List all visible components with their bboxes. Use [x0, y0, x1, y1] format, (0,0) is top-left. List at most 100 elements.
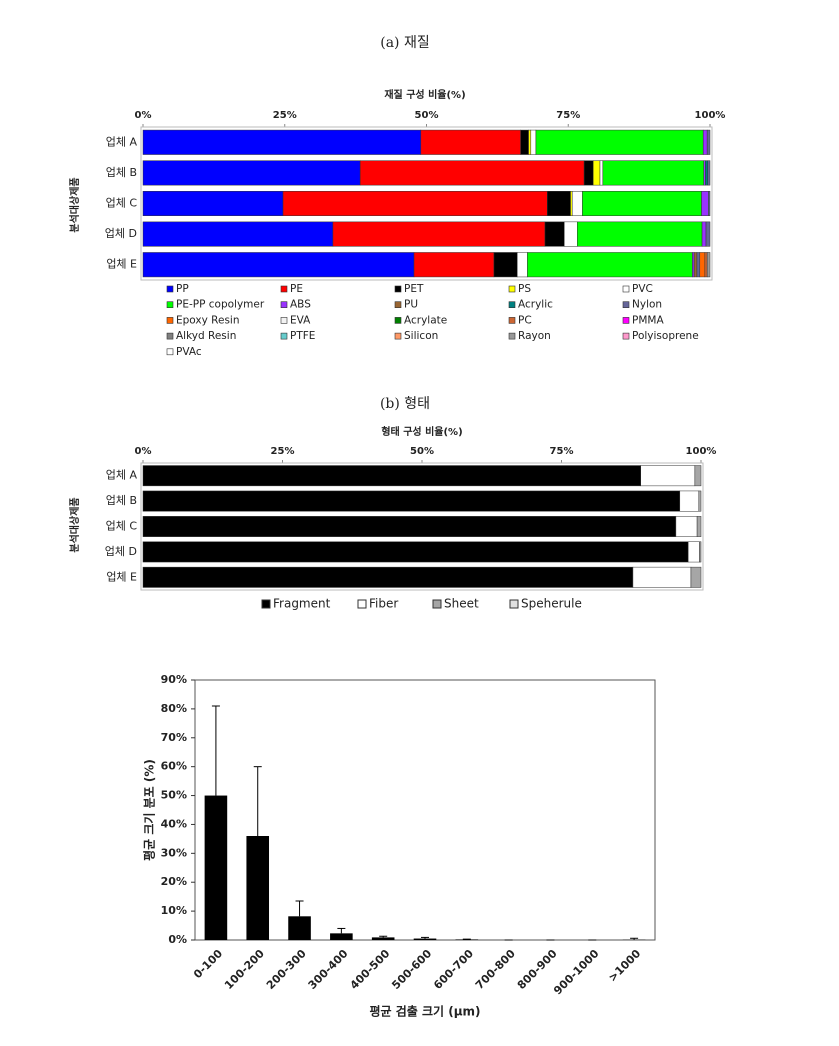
legend-swatch — [509, 599, 519, 609]
legend-swatch — [357, 599, 367, 609]
x-tick-label: 200-300 — [264, 947, 309, 992]
legend-swatch — [166, 285, 174, 293]
legend-label: PE — [290, 283, 303, 295]
legend-label: Acrylic — [518, 299, 553, 311]
bar-segment — [705, 221, 711, 247]
bar-segment — [527, 252, 693, 278]
bar-segment — [706, 129, 711, 155]
bar-segment — [528, 129, 532, 155]
bar-segment — [571, 191, 583, 216]
bar-segment — [707, 160, 711, 186]
bar-segment — [564, 221, 578, 247]
y-tick-label: 업체 D — [105, 227, 137, 240]
bar-segment — [413, 252, 495, 278]
bar-segment — [640, 465, 696, 487]
bar-segment — [679, 490, 700, 512]
y-tick-label: 20% — [161, 875, 187, 888]
x-tick-label: 0-100 — [191, 947, 225, 981]
plot-frame — [140, 462, 704, 591]
legend-label: PC — [518, 314, 532, 326]
legend-swatch — [508, 317, 516, 324]
bar-segment — [142, 541, 689, 563]
legend-swatch — [508, 301, 516, 309]
y-tick-label: 업체 C — [106, 520, 138, 533]
bar — [246, 836, 270, 940]
bar-segment — [690, 566, 702, 588]
bar-segment — [702, 129, 708, 155]
bar-segment — [142, 490, 681, 512]
bar-segment — [530, 129, 537, 155]
legend-label: Acrylate — [404, 314, 447, 326]
bar — [371, 937, 395, 940]
legend-label: PVAc — [176, 346, 202, 358]
bar-segment — [693, 252, 698, 278]
bar-segment — [699, 252, 706, 278]
bar-segment — [599, 160, 604, 186]
legend-swatch — [280, 317, 288, 324]
bar-segment — [701, 191, 709, 216]
legend-swatch — [508, 332, 516, 340]
bar-segment — [708, 191, 711, 216]
legend-label: PS — [518, 283, 531, 295]
legend-label: PE-PP copolymer — [176, 299, 265, 311]
legend-label: ABS — [290, 299, 311, 311]
legend-label: Nylon — [632, 299, 662, 311]
bar-segment — [705, 160, 708, 186]
bar — [204, 795, 228, 940]
x-tick-label: 25% — [273, 110, 297, 121]
x-tick-label: 300-400 — [306, 947, 351, 992]
y-tick-label: 90% — [161, 673, 187, 686]
x-tick-label: 500-600 — [389, 947, 434, 992]
legend-label: PVC — [632, 283, 653, 295]
legend-label: EVA — [290, 314, 311, 326]
y-tick-label: 업체 D — [105, 545, 137, 558]
bar-segment — [687, 541, 700, 563]
chart-title: 재질 구성 비율(%) — [384, 88, 465, 101]
bar-segment — [535, 129, 704, 155]
bar-segment — [420, 129, 521, 155]
bar-segment — [570, 191, 573, 216]
x-tick-label: 75% — [550, 446, 574, 457]
bar-segment — [696, 516, 702, 537]
legend-label: Polyisoprene — [632, 330, 699, 342]
legend-swatch — [280, 301, 288, 309]
legend-label: Speherule — [521, 597, 582, 611]
bar-segment — [583, 160, 594, 186]
bar-segment — [359, 160, 585, 186]
x-tick-label: 100-200 — [222, 947, 267, 992]
bar-segment — [142, 252, 415, 278]
x-tick-label: 50% — [415, 110, 439, 121]
y-tick-label: 0% — [168, 933, 187, 946]
y-tick-label: 업체 B — [106, 494, 137, 507]
x-tick-label: 700-800 — [473, 947, 518, 992]
bar-segment — [694, 465, 702, 487]
bar-segment — [582, 191, 702, 216]
legend-label: Fragment — [273, 597, 331, 611]
bar-segment — [701, 221, 707, 247]
legend-swatch — [622, 332, 630, 340]
legend-label: PTFE — [290, 330, 315, 342]
x-tick-label: 0% — [135, 110, 152, 121]
x-tick-label: 400-500 — [348, 947, 393, 992]
bar-segment — [142, 221, 334, 247]
y-tick-label: 업체 B — [106, 166, 137, 179]
x-tick-label: 25% — [271, 446, 295, 457]
legend-swatch — [166, 332, 174, 340]
legend-label: Epoxy Resin — [176, 314, 240, 326]
bar-segment — [632, 566, 692, 588]
plot-frame — [140, 126, 713, 281]
legend-label: PU — [404, 299, 418, 311]
legend-swatch — [280, 332, 288, 340]
y-axis-label: 평균 크기 분포 (%) — [142, 759, 157, 861]
bar-segment — [698, 490, 702, 512]
bar-segment — [332, 221, 546, 247]
legend-swatch — [166, 301, 174, 309]
y-tick-label: 30% — [161, 846, 187, 859]
x-tick-label: 0% — [135, 446, 152, 457]
bar-segment — [699, 541, 702, 563]
y-tick-label: 50% — [161, 789, 187, 802]
bar-segment — [675, 516, 698, 537]
y-tick-label: 10% — [161, 904, 187, 917]
bar-segment — [547, 191, 571, 216]
y-axis-label: 분석대상제품 — [68, 177, 81, 232]
